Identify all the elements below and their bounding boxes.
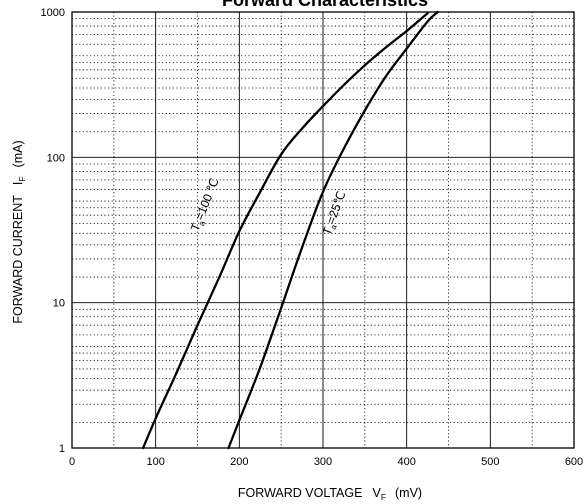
y-tick-label: 100 xyxy=(47,152,65,164)
x-tick-label: 0 xyxy=(69,456,75,468)
x-tick-label: 300 xyxy=(314,456,332,468)
series-label-ta-100-sub: a xyxy=(197,219,207,227)
series-label-ta-25-sub: a xyxy=(329,223,339,231)
axis-title-layer: FORWARD VOLTAGE VF (mV) FORWARD CURRENTIF(… xyxy=(11,140,422,502)
x-tick-label: 500 xyxy=(481,456,499,468)
x-axis-subscript: F xyxy=(381,492,386,502)
curve-layer xyxy=(141,10,439,450)
y-tick-label: 1 xyxy=(59,443,65,455)
series-label-ta-100: Ta=100 ℃ xyxy=(188,176,224,234)
chart-title: Forward Characteristics xyxy=(222,0,428,10)
y-axis-title: FORWARD CURRENT IF (mA) xyxy=(11,140,27,323)
y-axis-unit: (mA) xyxy=(11,140,25,167)
y-tick-label: 1000 xyxy=(41,7,65,19)
plot-frame xyxy=(71,11,575,449)
x-axis-symbol: V xyxy=(372,486,381,500)
series-label-ta-25-rest: =25℃ xyxy=(324,189,349,226)
x-tick-label: 200 xyxy=(230,456,248,468)
series-line-ta-25 xyxy=(227,10,439,450)
x-axis-title-text: FORWARD VOLTAGE xyxy=(238,486,363,500)
y-axis-subscript: F xyxy=(17,176,27,181)
series-label-ta-100-rest: =100 ℃ xyxy=(192,176,221,222)
grid-layer xyxy=(72,12,574,448)
title-layer: Forward Characteristics xyxy=(222,0,428,10)
y-tick-label: 10 xyxy=(53,298,65,310)
x-axis-unit: (mV) xyxy=(395,486,422,500)
series-label-ta-25: Ta=25℃ xyxy=(320,189,351,237)
x-tick-label: 600 xyxy=(565,456,583,468)
x-tick-label: 400 xyxy=(397,456,415,468)
x-axis-title: FORWARD VOLTAGE VF (mV) xyxy=(238,486,422,502)
series-line-ta-100 xyxy=(141,12,429,450)
y-axis-symbol: I xyxy=(11,182,25,185)
frame-layer xyxy=(71,11,575,449)
tick-label-layer: 0 100 200 300 400 500 600 1 10 100 1000 xyxy=(41,7,584,468)
x-tick-label: 100 xyxy=(146,456,164,468)
y-axis-title-text: FORWARD CURRENT xyxy=(11,195,25,324)
